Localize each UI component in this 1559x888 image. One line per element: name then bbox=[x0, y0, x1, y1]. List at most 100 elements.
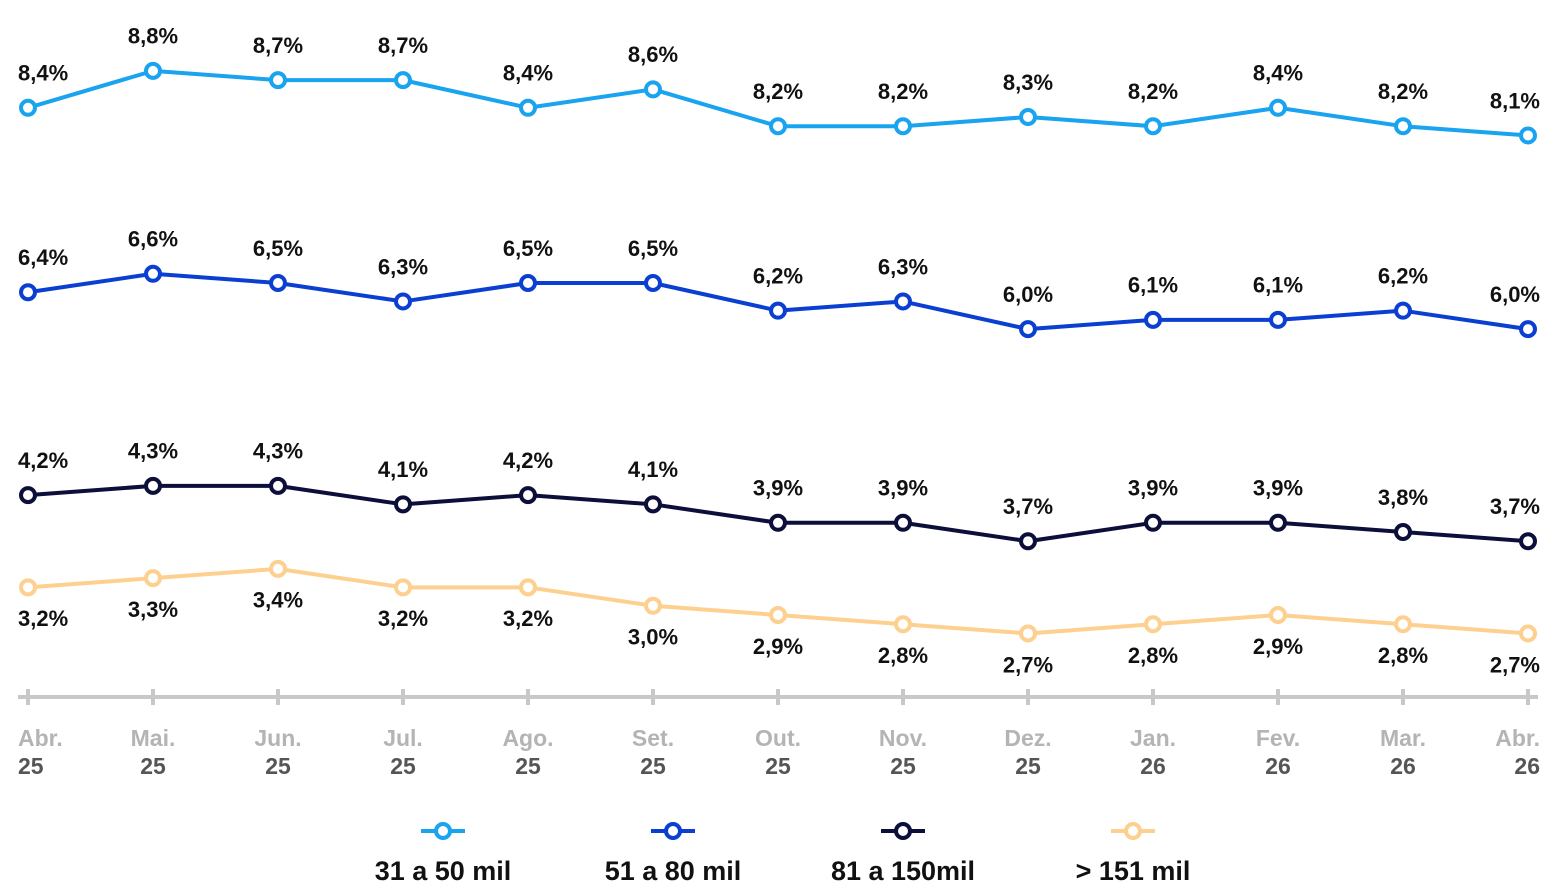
data-label: 2,9% bbox=[1253, 634, 1303, 659]
x-tick-label: Nov. bbox=[879, 725, 927, 751]
point bbox=[1394, 117, 1412, 136]
legend-label: > 151 mil bbox=[1076, 856, 1191, 886]
data-label: 3,4% bbox=[253, 588, 303, 613]
data-label: 3,9% bbox=[878, 476, 928, 501]
data-label: 2,7% bbox=[1003, 652, 1053, 677]
point bbox=[1144, 513, 1162, 532]
data-label: 6,1% bbox=[1128, 273, 1178, 298]
point bbox=[644, 80, 662, 99]
point bbox=[894, 513, 912, 532]
x-tick-label: 25 bbox=[390, 753, 416, 779]
point bbox=[269, 476, 287, 495]
x-tick-label: 25 bbox=[890, 753, 916, 779]
data-label: 3,7% bbox=[1003, 494, 1053, 519]
point bbox=[769, 301, 787, 320]
data-label: 4,1% bbox=[628, 457, 678, 482]
point bbox=[19, 578, 37, 597]
x-tick-label: Mai. bbox=[131, 725, 176, 751]
point bbox=[1519, 624, 1537, 643]
point bbox=[1144, 615, 1162, 634]
point bbox=[519, 98, 537, 117]
x-tick-label: 25 bbox=[1015, 753, 1041, 779]
legend-marker bbox=[1124, 822, 1142, 840]
data-label: 3,2% bbox=[503, 606, 553, 631]
point bbox=[1394, 523, 1412, 541]
data-label: 6,0% bbox=[1490, 282, 1540, 307]
point bbox=[644, 596, 662, 615]
data-label: 8,2% bbox=[878, 79, 928, 104]
point bbox=[894, 292, 912, 311]
data-label: 8,4% bbox=[1253, 61, 1303, 86]
point bbox=[144, 569, 162, 588]
data-label: 6,5% bbox=[628, 236, 678, 261]
data-label: 4,3% bbox=[253, 439, 303, 464]
data-label: 6,5% bbox=[253, 236, 303, 261]
x-tick-label: 25 bbox=[515, 753, 541, 779]
data-label: 3,2% bbox=[18, 606, 68, 631]
data-label: 6,5% bbox=[503, 236, 553, 261]
point bbox=[519, 274, 537, 292]
x-tick-label: 25 bbox=[18, 753, 44, 779]
point bbox=[19, 98, 37, 117]
point bbox=[519, 486, 537, 505]
data-label: 6,2% bbox=[753, 263, 803, 288]
data-label: 3,9% bbox=[753, 476, 803, 501]
x-tick-label: Jun. bbox=[254, 725, 301, 751]
x-tick-label: 25 bbox=[765, 753, 791, 779]
x-tick-label: Mar. bbox=[1380, 725, 1426, 751]
point bbox=[394, 71, 412, 90]
point bbox=[894, 615, 912, 634]
point bbox=[269, 274, 287, 292]
data-label: 4,2% bbox=[18, 448, 68, 473]
data-label: 2,9% bbox=[753, 634, 803, 659]
data-label: 3,8% bbox=[1378, 485, 1428, 510]
point bbox=[769, 513, 787, 532]
point bbox=[1269, 310, 1287, 329]
data-label: 3,9% bbox=[1253, 476, 1303, 501]
data-label: 8,2% bbox=[1128, 79, 1178, 104]
x-tick-label: 25 bbox=[265, 753, 291, 779]
point bbox=[769, 606, 787, 624]
data-label: 6,1% bbox=[1253, 273, 1303, 298]
data-label: 2,7% bbox=[1490, 652, 1540, 677]
data-label: 8,4% bbox=[503, 61, 553, 86]
data-label: 6,6% bbox=[128, 227, 178, 252]
data-label: 3,9% bbox=[1128, 476, 1178, 501]
x-tick-label: 25 bbox=[140, 753, 166, 779]
point bbox=[394, 578, 412, 597]
data-label: 3,7% bbox=[1490, 494, 1540, 519]
point bbox=[1269, 606, 1287, 624]
point bbox=[1519, 532, 1537, 551]
x-tick-label: Abr. bbox=[18, 725, 63, 751]
point bbox=[1144, 310, 1162, 329]
point bbox=[1269, 98, 1287, 117]
point bbox=[519, 578, 537, 597]
x-tick-label: Out. bbox=[755, 725, 801, 751]
x-tick-label: Set. bbox=[632, 725, 674, 751]
x-tick-label: 25 bbox=[640, 753, 666, 779]
legend-label: 81 a 150mil bbox=[831, 856, 975, 886]
legend-marker bbox=[664, 822, 682, 840]
x-tick-label: 26 bbox=[1140, 753, 1166, 779]
data-label: 6,2% bbox=[1378, 263, 1428, 288]
data-label: 4,3% bbox=[128, 439, 178, 464]
x-tick-label: 26 bbox=[1390, 753, 1416, 779]
point bbox=[394, 495, 412, 514]
point bbox=[1019, 320, 1037, 339]
x-tick-label: Ago. bbox=[502, 725, 553, 751]
data-label: 8,8% bbox=[128, 24, 178, 49]
data-label: 8,7% bbox=[253, 33, 303, 58]
point bbox=[1019, 624, 1037, 643]
data-label: 8,1% bbox=[1490, 88, 1540, 113]
point bbox=[19, 283, 37, 302]
data-label: 3,3% bbox=[128, 597, 178, 622]
point bbox=[1019, 108, 1037, 126]
data-label: 6,3% bbox=[378, 254, 428, 279]
x-tick-label: Fev. bbox=[1256, 725, 1300, 751]
point bbox=[644, 495, 662, 514]
data-label: 6,4% bbox=[18, 245, 68, 270]
x-tick-label: 26 bbox=[1514, 753, 1540, 779]
point bbox=[1144, 117, 1162, 136]
point bbox=[1394, 615, 1412, 634]
